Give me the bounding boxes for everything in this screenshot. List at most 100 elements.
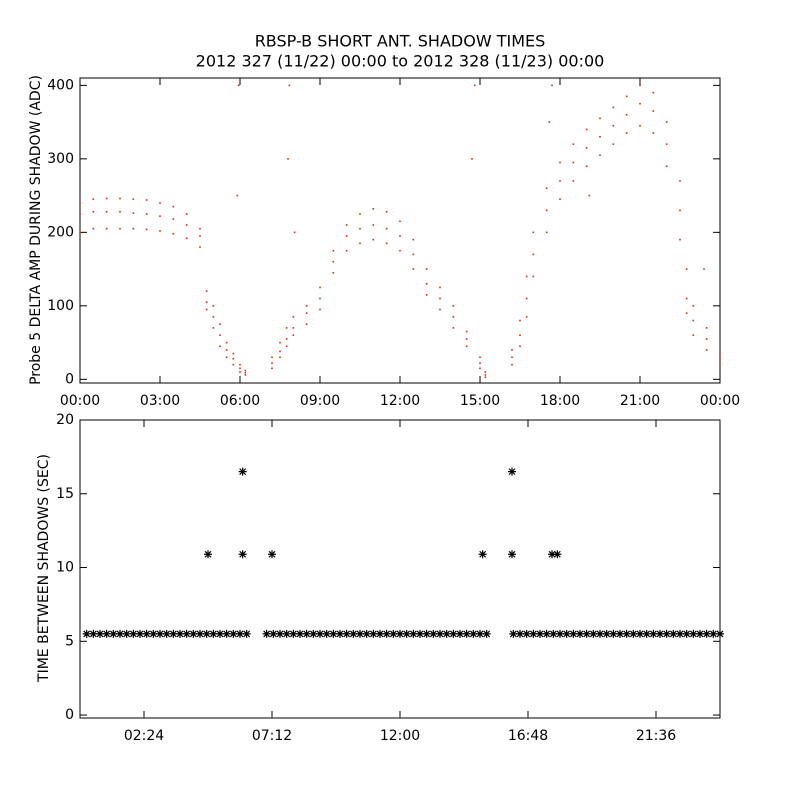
data-point — [479, 367, 481, 370]
data-point — [271, 362, 273, 364]
data-point — [525, 275, 528, 278]
data-point — [196, 629, 204, 638]
data-point — [89, 629, 98, 638]
data-point — [79, 231, 81, 234]
data-point — [692, 305, 695, 307]
data-point — [225, 349, 228, 351]
data-point — [345, 224, 348, 226]
data-point — [412, 268, 415, 270]
data-point — [652, 91, 655, 94]
data-point — [656, 629, 664, 638]
data-point — [279, 350, 281, 353]
data-point — [172, 218, 175, 220]
data-point — [545, 209, 548, 212]
data-point — [159, 215, 161, 217]
data-point — [172, 233, 175, 235]
data-point — [612, 124, 615, 127]
data-point — [452, 327, 455, 329]
data-point — [665, 165, 668, 167]
data-point — [639, 84, 641, 87]
x-tick-label: 21:36 — [636, 728, 676, 744]
data-point — [372, 224, 375, 226]
data-point — [359, 227, 361, 230]
data-point — [599, 117, 601, 120]
data-point — [119, 227, 121, 230]
data-point — [553, 550, 562, 559]
data-point — [705, 338, 708, 340]
data-point — [702, 629, 711, 638]
data-point — [332, 249, 335, 252]
data-point — [682, 629, 691, 638]
data-point — [602, 629, 611, 638]
data-point — [239, 367, 241, 370]
data-point — [219, 334, 221, 337]
data-point — [452, 305, 455, 307]
data-point — [429, 629, 438, 638]
data-point — [271, 367, 273, 370]
data-point — [572, 161, 575, 164]
data-point — [316, 629, 324, 638]
data-point — [159, 230, 161, 232]
y-tick-label: 100 — [47, 298, 74, 314]
data-point — [212, 316, 215, 318]
data-point — [551, 84, 553, 87]
data-point — [105, 227, 108, 230]
plot-frame — [79, 77, 721, 384]
data-point — [662, 629, 671, 638]
data-point — [289, 629, 298, 638]
data-point — [149, 629, 158, 638]
data-point — [685, 312, 688, 314]
data-point — [302, 629, 311, 638]
data-point — [465, 330, 468, 333]
data-point — [305, 323, 308, 326]
data-point — [236, 629, 244, 638]
data-point — [92, 198, 95, 201]
data-point — [582, 629, 591, 638]
data-point — [576, 629, 584, 638]
data-point — [172, 205, 175, 208]
data-point — [629, 629, 638, 638]
data-point — [416, 629, 424, 638]
data-point — [625, 95, 628, 98]
data-point — [287, 158, 289, 160]
data-point — [336, 629, 344, 638]
data-point — [532, 253, 535, 256]
data-point — [119, 197, 121, 200]
data-point — [585, 147, 588, 149]
data-point — [276, 629, 284, 638]
data-point — [356, 629, 364, 638]
data-point — [439, 308, 441, 311]
data-point — [116, 629, 124, 638]
data-point — [556, 629, 564, 638]
y-tick-label: 200 — [47, 224, 74, 240]
data-point — [162, 629, 171, 638]
data-point — [293, 231, 296, 234]
data-point — [288, 84, 291, 87]
data-point — [244, 371, 247, 374]
data-point — [176, 629, 184, 638]
data-point — [508, 550, 516, 559]
data-point — [285, 338, 288, 340]
data-point — [548, 121, 551, 123]
y-axis-label: Probe 5 DELTA AMP DURING SHADOW (ADC) — [28, 75, 44, 385]
data-point — [212, 327, 215, 329]
data-point — [369, 629, 378, 638]
data-point — [269, 629, 278, 638]
y-tick-label: 20 — [56, 412, 74, 428]
data-point — [185, 237, 188, 240]
data-point — [232, 357, 235, 360]
data-point — [652, 132, 655, 134]
data-point — [79, 213, 81, 215]
data-point — [105, 210, 108, 213]
data-point — [189, 629, 198, 638]
data-point — [652, 110, 655, 112]
data-point — [616, 629, 624, 638]
data-point — [705, 327, 708, 329]
data-point — [332, 271, 335, 274]
x-tick-label: 02:24 — [124, 728, 164, 744]
data-point — [456, 629, 464, 638]
chart-subtitle: 2012 327 (11/22) 00:00 to 2012 328 (11/2… — [196, 52, 605, 71]
data-point — [225, 341, 228, 344]
data-point — [169, 629, 178, 638]
data-point — [332, 260, 335, 263]
